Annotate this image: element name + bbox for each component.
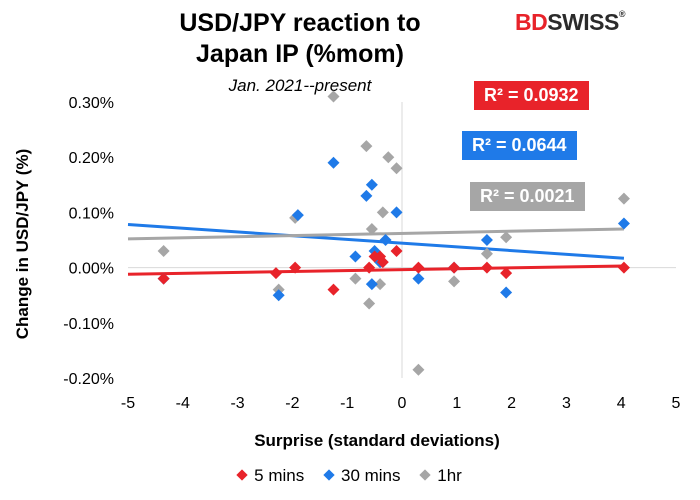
data-point-5-mins	[376, 256, 389, 269]
y-tick-label: -0.10%	[63, 316, 114, 333]
data-point-5-mins	[500, 267, 513, 280]
chart-title-line-2: Japan IP (%mom)	[196, 40, 404, 68]
y-tick-label: 0.30%	[69, 95, 114, 112]
legend-marker-1hr	[419, 469, 431, 481]
chart-legend: 5 mins 30 mins 1hr	[0, 466, 700, 486]
data-point-30-mins	[365, 178, 378, 191]
data-point-30-mins	[291, 209, 304, 222]
chart-subtitle: Jan. 2021--present	[228, 76, 372, 95]
x-tick-label: 4	[617, 395, 626, 412]
y-tick-label: -0.20%	[63, 371, 114, 388]
x-tick-label: -4	[176, 395, 190, 412]
data-point-1hr	[374, 278, 387, 291]
data-point-30-mins	[500, 286, 513, 299]
r2-label-1hr: R² = 0.0021	[470, 182, 585, 211]
chart-title-line-1: USD/JPY reaction to	[179, 9, 421, 37]
y-tick-label: 0.20%	[69, 150, 114, 167]
data-point-1hr	[500, 231, 513, 244]
x-tick-label: 0	[398, 395, 407, 412]
data-point-1hr	[376, 206, 389, 219]
data-point-1hr	[617, 192, 630, 205]
data-point-1hr	[349, 272, 362, 285]
x-tick-label: 2	[507, 395, 516, 412]
x-tick-label: -2	[285, 395, 299, 412]
data-point-30-mins	[480, 234, 493, 246]
data-point-5-mins	[412, 261, 425, 274]
data-point-5-mins	[289, 261, 302, 274]
bdswiss-logo: BDSWISS®	[515, 9, 626, 36]
x-tick-label: 1	[452, 395, 461, 412]
legend-item-30-mins: 30 mins	[323, 466, 401, 486]
data-point-30-mins	[365, 278, 378, 291]
data-point-30-mins	[412, 272, 425, 285]
legend-marker-5-mins	[236, 469, 248, 481]
legend-label-30-mins: 30 mins	[340, 466, 401, 485]
r2-label-5-mins: R² = 0.0932	[474, 81, 589, 110]
logo-swiss-text: SWISS	[547, 9, 619, 35]
legend-marker-30-mins	[323, 469, 335, 481]
x-axis-title: Surprise (standard deviations)	[254, 431, 500, 450]
x-tick-label: 3	[562, 395, 571, 412]
registered-mark: ®	[618, 9, 626, 19]
data-point-5-mins	[327, 283, 340, 296]
data-point-1hr	[382, 151, 395, 164]
trendline-1hr	[127, 227, 624, 241]
data-point-1hr	[412, 363, 425, 376]
data-point-1hr	[327, 90, 340, 103]
data-point-30-mins	[360, 189, 373, 202]
trendline-30-mins	[127, 223, 625, 260]
x-tick-label: -5	[121, 395, 135, 412]
data-point-5-mins	[157, 272, 170, 285]
x-tick-label: -3	[230, 395, 244, 412]
data-point-5-mins	[269, 267, 282, 280]
data-point-5-mins	[390, 245, 403, 258]
data-point-5-mins	[480, 261, 493, 274]
x-tick-label: 5	[672, 395, 681, 412]
data-point-30-mins	[349, 250, 362, 263]
legend-label-5-mins: 5 mins	[254, 466, 305, 485]
data-point-30-mins	[272, 289, 285, 302]
data-point-30-mins	[327, 156, 340, 169]
y-tick-label: 0.00%	[69, 261, 114, 278]
data-point-1hr	[157, 245, 170, 258]
data-point-1hr	[360, 140, 373, 153]
data-point-30-mins	[379, 234, 392, 246]
legend-item-5-mins: 5 mins	[236, 466, 305, 486]
r2-label-30-mins: R² = 0.0644	[462, 131, 577, 160]
data-point-1hr	[448, 275, 461, 288]
data-point-30-mins	[617, 217, 630, 230]
trendline-5-mins	[127, 264, 624, 276]
chart-title: USD/JPY reaction to Japan IP (%mom)	[150, 8, 450, 70]
data-point-5-mins	[617, 261, 630, 274]
x-tick-label: -1	[340, 395, 354, 412]
y-tick-label: 0.10%	[69, 205, 114, 222]
data-point-30-mins	[390, 206, 403, 219]
legend-item-1hr: 1hr	[419, 466, 462, 486]
logo-bd-text: BD	[515, 9, 548, 35]
data-point-5-mins	[363, 261, 376, 274]
data-point-1hr	[365, 222, 378, 235]
y-axis-title: Change in USD/JPY (%)	[13, 149, 32, 340]
data-point-5-mins	[448, 261, 461, 274]
legend-label-1hr: 1hr	[437, 466, 462, 485]
data-point-1hr	[480, 247, 493, 260]
data-point-1hr	[363, 297, 376, 310]
data-point-1hr	[390, 162, 403, 175]
